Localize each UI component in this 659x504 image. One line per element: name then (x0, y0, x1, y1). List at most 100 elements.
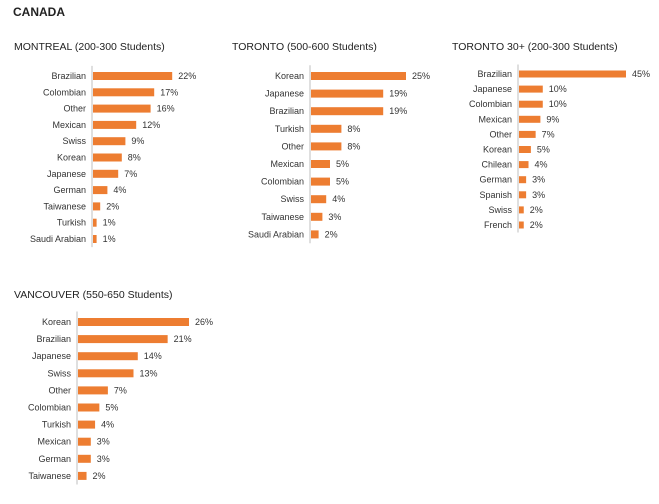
data-label: 1% (103, 234, 116, 244)
bar (311, 160, 330, 168)
bar (311, 107, 384, 116)
category-label: Colombian (28, 403, 71, 413)
bar (78, 420, 96, 429)
category-label: Swiss (488, 205, 512, 215)
data-label: 9% (131, 136, 144, 146)
bar (519, 206, 524, 214)
bar (78, 403, 100, 412)
data-label: 12% (142, 120, 160, 130)
data-label: 1% (103, 218, 116, 228)
bar (93, 235, 97, 243)
category-label: Brazilian (269, 106, 304, 116)
data-label: 3% (328, 212, 341, 222)
data-label: 9% (546, 114, 559, 124)
bar (78, 318, 189, 326)
data-label: 10% (549, 99, 567, 109)
data-label: 3% (97, 437, 110, 447)
category-label: Japanese (473, 84, 512, 94)
bar (519, 221, 524, 229)
bar (78, 335, 168, 344)
data-label: 2% (93, 471, 106, 481)
data-label: 5% (336, 177, 349, 187)
category-label: Swiss (47, 368, 71, 378)
chart-title-vancouver: VANCOUVER (550-650 Students) (14, 289, 173, 301)
category-label: Brazilian (51, 71, 86, 81)
bar (93, 137, 126, 146)
bar (519, 146, 531, 153)
bar (519, 130, 536, 138)
category-label: German (38, 454, 71, 464)
data-label: 45% (632, 69, 650, 79)
bar (311, 124, 342, 133)
data-label: 7% (124, 169, 137, 179)
category-label: Turkish (42, 420, 71, 430)
category-label: French (484, 220, 512, 230)
bar (519, 161, 529, 169)
data-label: 3% (532, 175, 545, 185)
chart-toronto-30-plus: TORONTO 30+ (200-300 Students) Brazilian 4… (452, 41, 650, 233)
category-label: Other (281, 141, 304, 151)
data-label: 7% (114, 385, 127, 395)
category-label: Japanese (47, 169, 86, 179)
data-label: 8% (347, 141, 360, 151)
data-label: 22% (178, 71, 196, 81)
data-label: 7% (542, 129, 555, 139)
bar (78, 454, 91, 463)
bar (78, 437, 91, 446)
category-label: Taiwanese (28, 471, 71, 481)
category-label: Saudi Arabian (248, 229, 304, 239)
category-label: Mexican (478, 114, 512, 124)
category-label: Saudi Arabian (30, 234, 86, 244)
category-label: Mexican (37, 437, 71, 447)
data-label: 8% (128, 153, 141, 163)
data-label: 25% (412, 71, 430, 81)
data-label: 2% (106, 201, 119, 211)
bar (311, 89, 384, 98)
data-label: 4% (332, 194, 345, 204)
page-title: CANADA (13, 5, 65, 19)
data-label: 8% (347, 124, 360, 134)
bar (519, 70, 626, 78)
category-label: Korean (275, 71, 304, 81)
bar (93, 186, 108, 195)
data-label: 10% (549, 84, 567, 94)
bar (78, 369, 134, 378)
category-label: Japanese (265, 89, 304, 99)
chart-title-toronto: TORONTO (500-600 Students) (232, 41, 377, 53)
category-label: Turkish (57, 218, 86, 228)
category-label: Korean (57, 153, 86, 163)
bar (311, 212, 323, 221)
chart-vancouver: VANCOUVER (550-650 Students) Korean 26% Bra… (14, 289, 213, 485)
data-label: 4% (101, 420, 114, 430)
data-label: 2% (530, 205, 543, 215)
bar (519, 100, 543, 108)
data-label: 3% (97, 454, 110, 464)
bar (519, 191, 527, 199)
category-label: Taiwanese (261, 212, 304, 222)
category-label: Other (489, 129, 512, 139)
bar (93, 202, 101, 211)
category-label: Spanish (479, 190, 512, 200)
data-label: 2% (325, 229, 338, 239)
category-label: Other (63, 104, 86, 114)
category-label: Mexican (270, 159, 304, 169)
bar (311, 142, 342, 151)
category-label: Taiwanese (43, 201, 86, 211)
category-label: Chilean (481, 160, 512, 170)
bar (311, 72, 406, 80)
category-label: Mexican (52, 120, 86, 130)
category-label: German (53, 185, 86, 195)
bar (78, 352, 138, 361)
data-label: 4% (113, 185, 126, 195)
data-label: 19% (389, 106, 407, 116)
data-label: 26% (195, 317, 213, 327)
category-label: Colombian (261, 177, 304, 187)
category-label: German (479, 175, 512, 185)
bar (93, 88, 155, 97)
category-label: Turkish (275, 124, 304, 134)
bar (311, 177, 330, 186)
chart-montreal: MONTREAL (200-300 Students) Brazilian 22% C… (14, 41, 196, 248)
chart-title-toronto-30-plus: TORONTO 30+ (200-300 Students) (452, 41, 618, 53)
category-label: Swiss (62, 136, 86, 146)
chart-toronto: TORONTO (500-600 Students) Korean 25% Japan… (232, 41, 430, 244)
